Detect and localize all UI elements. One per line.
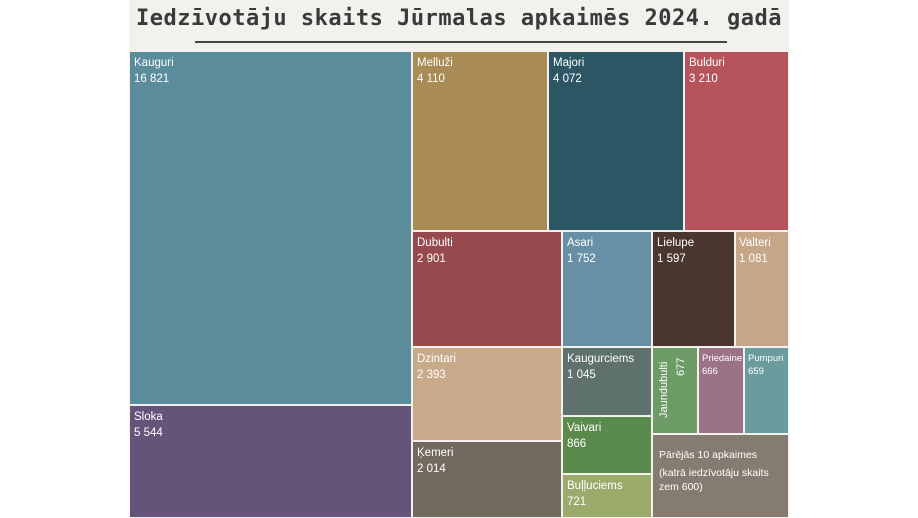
tile-valteri: Valteri 1 081 — [735, 231, 789, 347]
tile-pumpuri: Pumpuri 659 — [744, 347, 789, 434]
tile-value: 677 — [675, 357, 687, 376]
tile-label: Melluži — [417, 57, 453, 69]
title-underline — [195, 41, 727, 43]
tile-label: Kaugurciems — [567, 353, 635, 365]
tile-label: Jaundubulti — [658, 361, 670, 418]
tile-label: Vaivari — [567, 422, 602, 434]
tile-label: Dzintari — [417, 353, 456, 365]
tile-mellužī: Melluži 4 110 — [412, 51, 548, 231]
tile-dubulti: Dubulti 2 901 — [412, 231, 562, 347]
tile-label: Pārējās 10 apkaimes — [659, 449, 758, 461]
tile-bulluciems: Buļļuciems 721 — [562, 474, 652, 518]
tile-value: 5 544 — [134, 427, 163, 439]
tile-value: 2 901 — [417, 253, 446, 265]
tile-kaugurciems: Kaugurciems 1 045 — [562, 347, 652, 416]
tile-value: 721 — [567, 496, 587, 508]
chart-title: Iedzīvotāju skaits Jūrmalas apkaimēs 202… — [135, 6, 783, 31]
chart-panel: Kauguri 16 821 Sloka 5 544 Melluži 4 110… — [129, 0, 789, 518]
tile-label: Priedaine — [702, 353, 743, 364]
tile-label: Lielupe — [657, 237, 695, 249]
tile-majori: Majori 4 072 — [548, 51, 684, 231]
tile-label: Asari — [567, 237, 594, 249]
tile-value: 2 014 — [417, 463, 446, 475]
tile-value: 4 072 — [553, 73, 582, 85]
tile-value: 4 110 — [417, 73, 445, 85]
tile-lielupe: Lielupe 1 597 — [652, 231, 735, 347]
tile-label: Ķemeri — [417, 447, 454, 459]
tile-value: 1 752 — [567, 253, 596, 265]
tile-vaivari: Vaivari 866 — [562, 416, 652, 474]
tile-label: Majori — [553, 57, 585, 69]
tile-label: Buļļuciems — [567, 480, 623, 492]
tile-value: 659 — [748, 366, 764, 377]
tile-value: 2 393 — [417, 369, 446, 381]
tile-value: 866 — [567, 438, 587, 450]
tile-label: Dubulti — [417, 237, 453, 249]
tile-note: (katrā iedzīvotāju skaits zem 600) — [659, 467, 769, 493]
tile-label: Sloka — [134, 411, 163, 423]
tile-kauguri: Kauguri 16 821 — [129, 51, 412, 405]
tile-parejas: Pārējās 10 apkaimes (katrā iedzīvotāju s… — [652, 434, 789, 518]
treemap: Kauguri 16 821 Sloka 5 544 Melluži 4 110… — [129, 0, 789, 518]
tile-label: Bulduri — [689, 57, 725, 69]
tile-priedaine: Priedaine 666 — [698, 347, 744, 434]
tile-sloka: Sloka 5 544 — [129, 405, 412, 518]
tile-bulduri: Bulduri 3 210 — [684, 51, 789, 231]
tile-value: 1 045 — [567, 369, 596, 381]
tile-value: 3 210 — [689, 73, 718, 85]
tile-dzintari: Dzintari 2 393 — [412, 347, 562, 441]
tile-label: Kauguri — [134, 57, 174, 69]
tile-asari: Asari 1 752 — [562, 231, 652, 347]
tile-value: 16 821 — [134, 73, 170, 85]
tile-value: 1 597 — [657, 253, 686, 265]
tile-kemeri: Ķemeri 2 014 — [412, 441, 562, 518]
tile-label: Pumpuri — [748, 353, 784, 364]
tile-jaundubulti: Jaundubulti 677 — [652, 347, 698, 434]
tile-label: Valteri — [739, 237, 771, 249]
tile-value: 666 — [702, 366, 718, 377]
tile-value: 1 081 — [739, 253, 768, 265]
